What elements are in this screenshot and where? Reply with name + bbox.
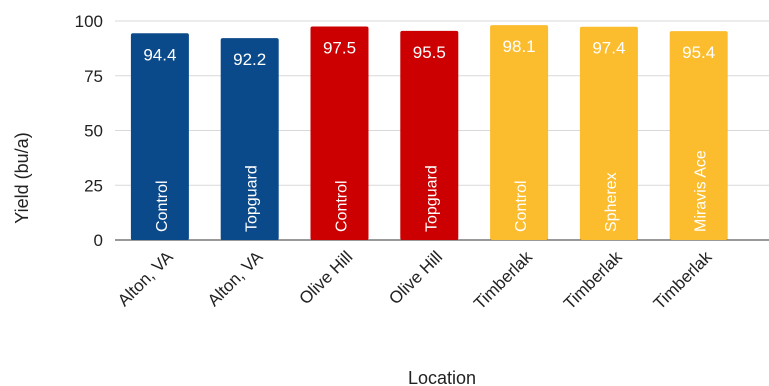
bars: 94.4 Control 92.2 Topguard 97.5 Control 95.5 To… bbox=[130, 25, 728, 241]
x-tick-label: Timberlak bbox=[650, 247, 716, 313]
treatment-label: Control bbox=[513, 180, 530, 232]
x-axis-title: Location bbox=[408, 368, 476, 386]
x-tick-label: Olive Hill bbox=[385, 247, 446, 308]
treatment-label: Control bbox=[154, 180, 171, 232]
bar bbox=[220, 38, 279, 240]
y-tick-label: 75 bbox=[84, 67, 103, 86]
y-tick-label: 100 bbox=[75, 12, 103, 31]
bar bbox=[400, 30, 459, 241]
bar bbox=[490, 25, 549, 241]
treatment-label: Topguard bbox=[244, 165, 261, 232]
treatment-label: Miravis Ace bbox=[693, 150, 710, 232]
data-label: 97.5 bbox=[323, 38, 356, 57]
y-axis-ticks: 0 25 50 75 100 bbox=[75, 12, 103, 250]
bar bbox=[579, 26, 638, 240]
data-label: 97.4 bbox=[592, 39, 625, 58]
x-tick-label: Alton, VA bbox=[204, 247, 267, 310]
x-tick-label: Timberlak bbox=[560, 247, 626, 313]
treatment-label: Control bbox=[334, 180, 351, 232]
y-axis-title: Yield (bu/a) bbox=[12, 132, 32, 223]
treatment-label: Spherex bbox=[603, 172, 620, 232]
x-tick-label: Alton, VA bbox=[114, 247, 177, 310]
x-axis-ticks: Alton, VA Alton, VA Olive Hill Olive Hill Ti… bbox=[114, 247, 716, 313]
bar bbox=[130, 33, 189, 240]
data-label: 95.5 bbox=[413, 43, 446, 62]
bar bbox=[669, 31, 728, 240]
y-tick-label: 0 bbox=[94, 231, 103, 250]
data-label: 95.4 bbox=[682, 43, 715, 62]
x-tick-label: Olive Hill bbox=[295, 247, 356, 308]
y-tick-label: 50 bbox=[84, 122, 103, 141]
treatment-label: Topguard bbox=[423, 165, 440, 232]
data-label: 94.4 bbox=[143, 45, 176, 64]
bar bbox=[310, 26, 369, 240]
y-tick-label: 25 bbox=[84, 176, 103, 195]
data-label: 98.1 bbox=[503, 37, 536, 56]
data-label: 92.2 bbox=[233, 50, 266, 69]
x-tick-label: Timberlak bbox=[470, 247, 536, 313]
